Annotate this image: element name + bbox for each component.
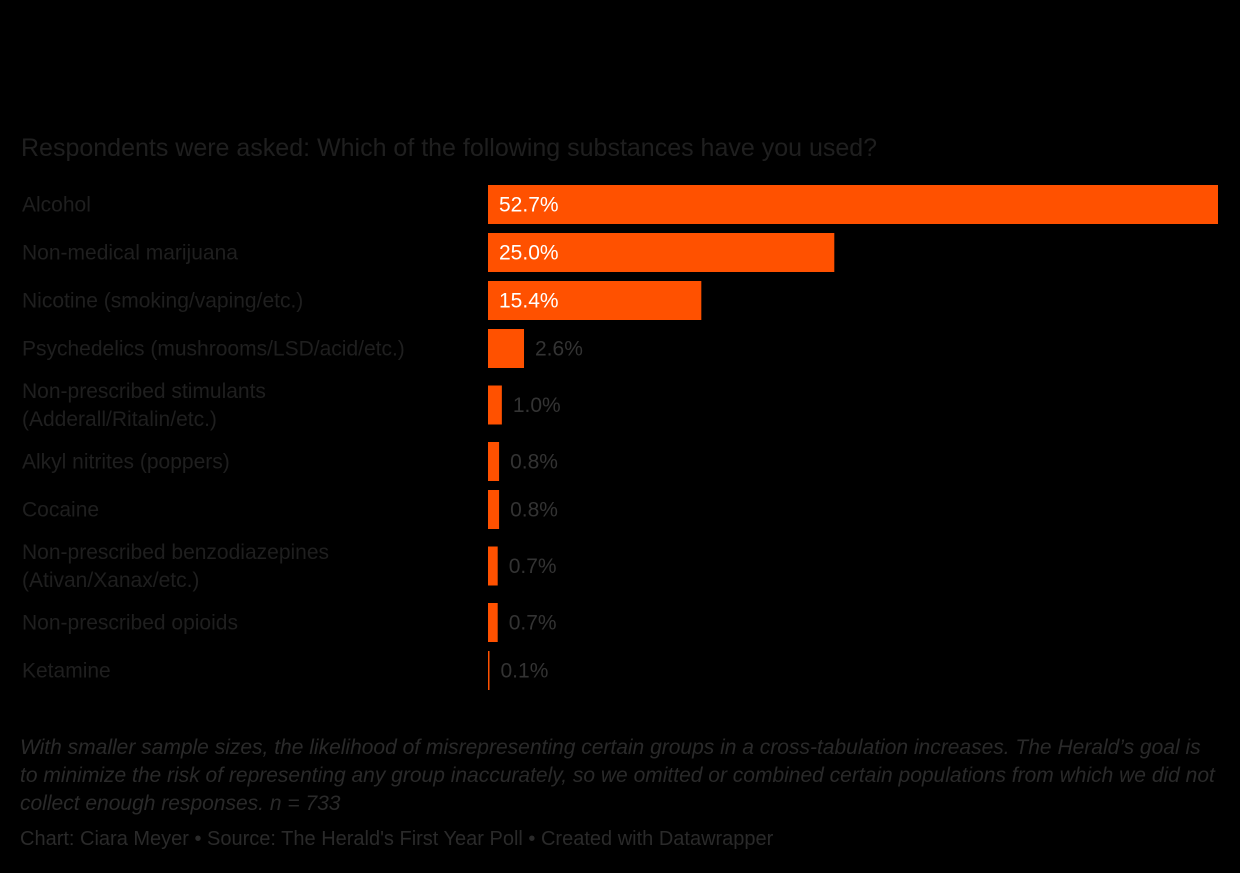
bar [488,546,498,586]
bar-chart: Alcohol 52.7% Non-medical marijuana 25.0% Ni… [22,185,1218,690]
category-label: Non-prescribed stimulants [22,380,266,403]
bar [488,603,498,642]
category-label: (Ativan/Xanax/etc.) [22,569,199,592]
data-label: 0.1% [501,660,549,683]
category-label: Non-prescribed opioids [22,612,238,635]
bar [488,385,502,425]
category-label: Nicotine (smoking/vaping/etc.) [22,290,303,313]
category-label: Ketamine [22,660,111,683]
category-label: Alcohol [22,194,91,217]
category-label: Psychedelics (mushrooms/LSD/acid/etc.) [22,338,405,361]
bar [488,329,525,368]
chart-notes: With smaller sample sizes, the likelihoo… [20,736,1215,815]
data-label: 0.7% [509,555,557,578]
data-label: 0.8% [510,499,558,522]
category-label: Non-medical marijuana [22,242,238,265]
bar [488,442,500,481]
category-label: (Adderall/Ritalin/etc.) [22,408,217,431]
data-label: 52.7% [499,194,559,217]
data-label: 1.0% [513,394,561,417]
category-label: Alkyl nitrites (poppers) [22,451,230,474]
bar [488,185,1218,224]
bar [488,281,702,320]
bar [488,233,835,272]
data-label: 0.8% [510,451,558,474]
data-label: 15.4% [499,290,559,313]
chart-subtitle: Respondents were asked: Which of the fol… [21,134,878,162]
data-label: 25.0% [499,242,559,265]
bar [488,490,500,529]
bar [488,651,490,690]
category-label: Cocaine [22,499,99,522]
category-label: Non-prescribed benzodiazepines [22,541,329,564]
chart-credits: Chart: Ciara Meyer • Source: The Herald'… [20,828,774,850]
data-label: 0.7% [509,612,557,635]
data-label: 2.6% [535,338,583,361]
